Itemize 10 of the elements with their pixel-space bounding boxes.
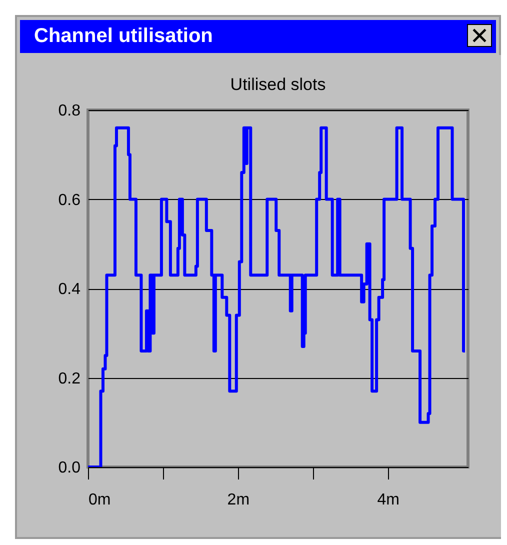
x-tick-label: 0m	[88, 492, 111, 508]
y-tick-label: 0.6	[58, 192, 81, 209]
y-tick-label: 0.2	[58, 370, 81, 388]
x-tick-label: 2m	[227, 492, 250, 508]
chart-subtitle: Utilised slots	[230, 75, 326, 94]
chart-title: Channel utilisation	[34, 25, 213, 48]
x-tick-label: 4m	[377, 492, 400, 508]
y-tick-label: 0.8	[58, 102, 81, 120]
y-tick-label: 0.4	[58, 281, 81, 298]
y-tick-label: 0.0	[58, 460, 81, 476]
